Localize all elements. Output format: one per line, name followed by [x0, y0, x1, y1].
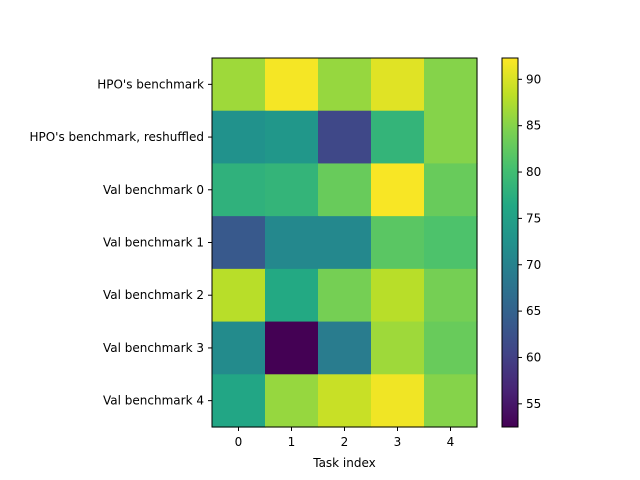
heatmap-cell-r0-c3	[371, 58, 425, 112]
heatmap-cell-r3-c2	[318, 216, 372, 270]
y-tick-label: Val benchmark 4	[103, 394, 204, 408]
heatmap-cell-r2-c0	[212, 163, 266, 217]
x-tick-label: 3	[394, 435, 402, 449]
heatmap-cell-r5-c0	[212, 321, 266, 375]
colorbar-ticks: 55 60 65 70 75 80 85 90	[518, 72, 541, 411]
heatmap-cell-r1-c0	[212, 110, 266, 165]
heatmap-cell-r1-c3	[371, 110, 425, 165]
heatmap-cell-r5-c3	[371, 321, 425, 375]
heatmap-cell-r2-c2	[318, 163, 372, 217]
heatmap-cell-r4-c1	[265, 268, 319, 323]
colorbar-tick-label: 85	[526, 119, 541, 133]
heatmap-cell-r4-c0	[212, 268, 266, 323]
heatmap-cell-r5-c1	[265, 321, 319, 375]
heatmap-cell-r2-c3	[371, 163, 425, 217]
heatmap-cell-r6-c0	[212, 374, 266, 428]
x-tick-label: 0	[235, 435, 243, 449]
y-tick-label: Val benchmark 0	[103, 183, 204, 197]
heatmap-cell-r3-c0	[212, 216, 266, 270]
colorbar-tick-label: 65	[526, 304, 541, 318]
heatmap-cell-r3-c4	[424, 216, 478, 270]
heatmap-cell-r5-c2	[318, 321, 372, 375]
heatmap-cell-r6-c4	[424, 374, 478, 428]
heatmap-cell-r5-c4	[424, 321, 478, 375]
heatmap-cell-r0-c1	[265, 58, 319, 112]
y-tick-label: Val benchmark 3	[103, 341, 204, 355]
heatmap-cell-r4-c3	[371, 268, 425, 323]
x-axis-ticks: 0 1 2 3 4	[235, 427, 455, 449]
heatmap-cell-r3-c1	[265, 216, 319, 270]
colorbar-tick-label: 70	[526, 258, 541, 272]
heatmap-cell-r0-c2	[318, 58, 372, 112]
colorbar	[501, 57, 519, 428]
colorbar-tick-label: 55	[526, 397, 541, 411]
heatmap-cell-r6-c3	[371, 374, 425, 428]
y-axis-ticks: HPO's benchmark HPO's benchmark, reshuffl…	[29, 77, 212, 408]
colorbar-tick-label: 60	[526, 350, 541, 364]
x-tick-label: 4	[447, 435, 455, 449]
heatmap-cell-r0-c0	[212, 58, 266, 112]
heatmap-cell-r2-c4	[424, 163, 478, 217]
heatmap-cell-r1-c2	[318, 110, 372, 165]
y-tick-label: HPO's benchmark	[97, 77, 204, 91]
heatmap-cell-r0-c4	[424, 58, 478, 112]
y-tick-label: Val benchmark 1	[103, 236, 204, 250]
heatmap-cells	[212, 58, 478, 428]
x-tick-label: 2	[341, 435, 349, 449]
y-tick-label: HPO's benchmark, reshuffled	[29, 130, 204, 144]
x-axis-label: Task index	[312, 456, 376, 470]
heatmap-cell-r4-c2	[318, 268, 372, 323]
heatmap-cell-r6-c1	[265, 374, 319, 428]
x-tick-label: 1	[288, 435, 296, 449]
colorbar-tick-label: 80	[526, 165, 541, 179]
colorbar-tick-label: 75	[526, 211, 541, 225]
heatmap-cell-r6-c2	[318, 374, 372, 428]
heatmap-cell-r4-c4	[424, 268, 478, 323]
heatmap-cell-r1-c1	[265, 110, 319, 165]
colorbar-tick-label: 90	[526, 72, 541, 86]
heatmap-cell-r3-c3	[371, 216, 425, 270]
heatmap-cell-r1-c4	[424, 110, 478, 165]
heatmap-cell-r2-c1	[265, 163, 319, 217]
y-tick-label: Val benchmark 2	[103, 288, 204, 302]
